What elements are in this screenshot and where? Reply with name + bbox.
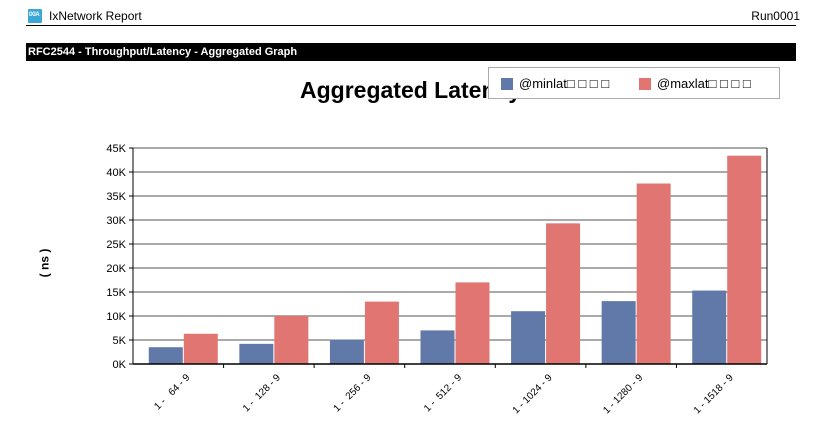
legend-label-maxlat: @maxlat□ □ □ □ [657, 76, 751, 91]
legend-item-minlat: @minlat□ □ □ □ [501, 76, 609, 91]
legend-item-maxlat: @maxlat□ □ □ □ [639, 76, 751, 91]
x-tick-label: 1 - 1518 - 9 [692, 372, 736, 416]
y-tick-label: 35K [106, 191, 126, 203]
bar-minlat [420, 330, 455, 364]
y-tick-label: 5K [113, 335, 127, 347]
x-tick-label: 1 - 512 - 9 [422, 372, 464, 414]
chart-legend: @minlat□ □ □ □ @maxlat□ □ □ □ [488, 67, 780, 99]
bar-minlat [239, 343, 274, 364]
bar-minlat [692, 290, 727, 364]
x-tick-label: 1 - 256 - 9 [332, 372, 374, 414]
y-tick-label: 0K [113, 359, 127, 371]
bar-maxlat [636, 183, 671, 364]
y-tick-label: 25K [106, 239, 126, 251]
x-tick-label: 1 - 1280 - 9 [601, 372, 645, 416]
bar-maxlat [274, 316, 309, 364]
y-axis-title: ( ns ) [37, 248, 52, 278]
bar-maxlat [455, 282, 490, 364]
ixia-logo-icon: IXIA [28, 9, 42, 23]
x-tick-label: 1 - 64 - 9 [152, 372, 192, 412]
bar-maxlat [364, 301, 399, 364]
x-tick-label: 1 - 128 - 9 [241, 372, 283, 414]
header-divider [26, 25, 796, 26]
bar-minlat [329, 339, 364, 364]
section-title-bar: RFC2544 - Throughput/Latency - Aggregate… [26, 43, 796, 61]
y-tick-label: 45K [106, 143, 126, 155]
y-tick-label: 30K [106, 215, 126, 227]
bar-minlat [148, 347, 183, 364]
run-id: Run0001 [751, 9, 800, 23]
legend-label-minlat: @minlat□ □ □ □ [519, 76, 610, 91]
x-tick-label: 1 - 1024 - 9 [511, 372, 555, 416]
bar-maxlat [183, 333, 218, 364]
bar-minlat [511, 311, 546, 364]
legend-swatch-minlat [501, 77, 513, 90]
y-tick-label: 40K [106, 167, 126, 179]
bar-maxlat [546, 223, 581, 364]
y-tick-label: 15K [106, 287, 126, 299]
bar-maxlat [727, 155, 762, 364]
y-tick-label: 10K [106, 311, 126, 323]
legend-swatch-maxlat [639, 77, 651, 90]
y-tick-label: 20K [106, 263, 126, 275]
chart-title: Aggregated Latency [300, 77, 522, 103]
report-header: IXIA IxNetwork Report Run0001 [0, 0, 800, 25]
app-title: IxNetwork Report [49, 9, 142, 23]
bar-minlat [601, 301, 636, 364]
